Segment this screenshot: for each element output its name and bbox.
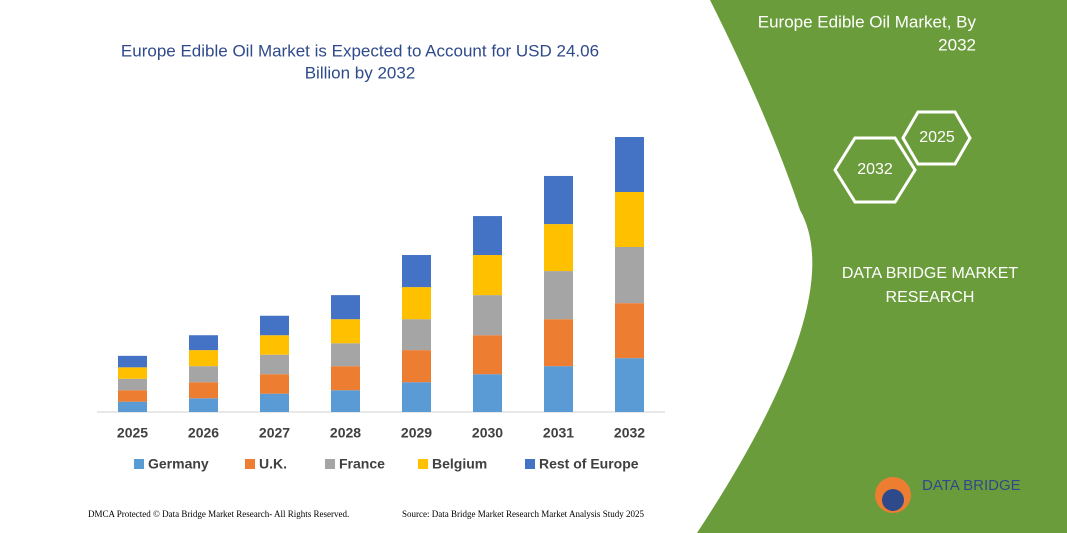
legend-swatch xyxy=(134,459,144,469)
hex-label: 2032 xyxy=(857,161,893,178)
bar-segment xyxy=(473,255,502,296)
bar-segment xyxy=(544,175,573,225)
legend-label: U.K. xyxy=(259,456,287,472)
bar-segment xyxy=(189,398,218,412)
hex-label: 2025 xyxy=(919,129,955,146)
bar-segment xyxy=(402,350,431,383)
bar-segment xyxy=(189,350,218,367)
hexagon xyxy=(833,136,917,204)
bar-segment xyxy=(544,271,573,320)
bar-segment xyxy=(615,247,644,304)
legend-swatch xyxy=(245,459,255,469)
footer-left: DMCA Protected © Data Bridge Market Rese… xyxy=(88,509,349,519)
bar-segment xyxy=(189,366,218,383)
bar-segment xyxy=(260,393,289,412)
x-tick-label: 2026 xyxy=(188,425,219,441)
bar-segment xyxy=(615,303,644,359)
bar-segment xyxy=(331,343,360,367)
green-panel xyxy=(697,0,1067,533)
x-tick-label: 2031 xyxy=(543,425,574,441)
bar-segment xyxy=(615,192,644,247)
bar-segment xyxy=(473,335,502,375)
bar-segment xyxy=(544,224,573,272)
bar-segment xyxy=(331,319,360,344)
bar-segment xyxy=(402,319,431,351)
bar-segment xyxy=(118,355,147,368)
x-tick-label: 2027 xyxy=(259,425,290,441)
logo-text: DATA BRIDGE xyxy=(922,477,1021,494)
x-tick-label: 2032 xyxy=(614,425,645,441)
bar-segment xyxy=(473,295,502,336)
bar-segment xyxy=(615,358,644,412)
bar-segment xyxy=(118,378,147,391)
bar-segment xyxy=(260,354,289,375)
bar-segment xyxy=(118,390,147,402)
company-name: DATA BRIDGE MARKET xyxy=(842,265,1019,282)
legend-swatch xyxy=(525,459,535,469)
bar-segment xyxy=(402,287,431,320)
bar-segment xyxy=(544,319,573,367)
bar-segment xyxy=(544,366,573,412)
chart-title: Billion by 2032 xyxy=(305,63,416,82)
bar-segment xyxy=(260,335,289,355)
panel-title: Europe Edible Oil Market, By xyxy=(758,12,977,31)
bar-segment xyxy=(331,366,360,391)
bar-segment xyxy=(260,374,289,394)
hexagon xyxy=(901,110,972,166)
chart-title: Europe Edible Oil Market is Expected to … xyxy=(121,41,599,60)
bar-segment xyxy=(118,367,147,379)
bar-segment xyxy=(260,315,289,336)
panel-title: 2032 xyxy=(938,35,976,54)
legend-label: Belgium xyxy=(432,456,487,472)
x-tick-label: 2030 xyxy=(472,425,503,441)
bar-segment xyxy=(331,390,360,412)
legend-label: Germany xyxy=(148,456,209,472)
bar-segment xyxy=(473,216,502,256)
bar-segment xyxy=(615,137,644,192)
x-tick-label: 2029 xyxy=(401,425,432,441)
logo-mark xyxy=(882,489,904,511)
company-name: RESEARCH xyxy=(886,289,975,306)
bar-segment xyxy=(473,374,502,412)
legend-label: Rest of Europe xyxy=(539,456,639,472)
bar-segment xyxy=(118,401,147,412)
legend-swatch xyxy=(418,459,428,469)
bar-segment xyxy=(189,382,218,399)
bar-segment xyxy=(402,255,431,288)
footer-right: Source: Data Bridge Market Research Mark… xyxy=(402,509,644,519)
x-tick-label: 2025 xyxy=(117,425,148,441)
legend-label: France xyxy=(339,456,385,472)
bar-segment xyxy=(402,382,431,412)
bar-segment xyxy=(331,295,360,320)
legend-swatch xyxy=(325,459,335,469)
x-tick-label: 2028 xyxy=(330,425,361,441)
bar-segment xyxy=(189,335,218,351)
